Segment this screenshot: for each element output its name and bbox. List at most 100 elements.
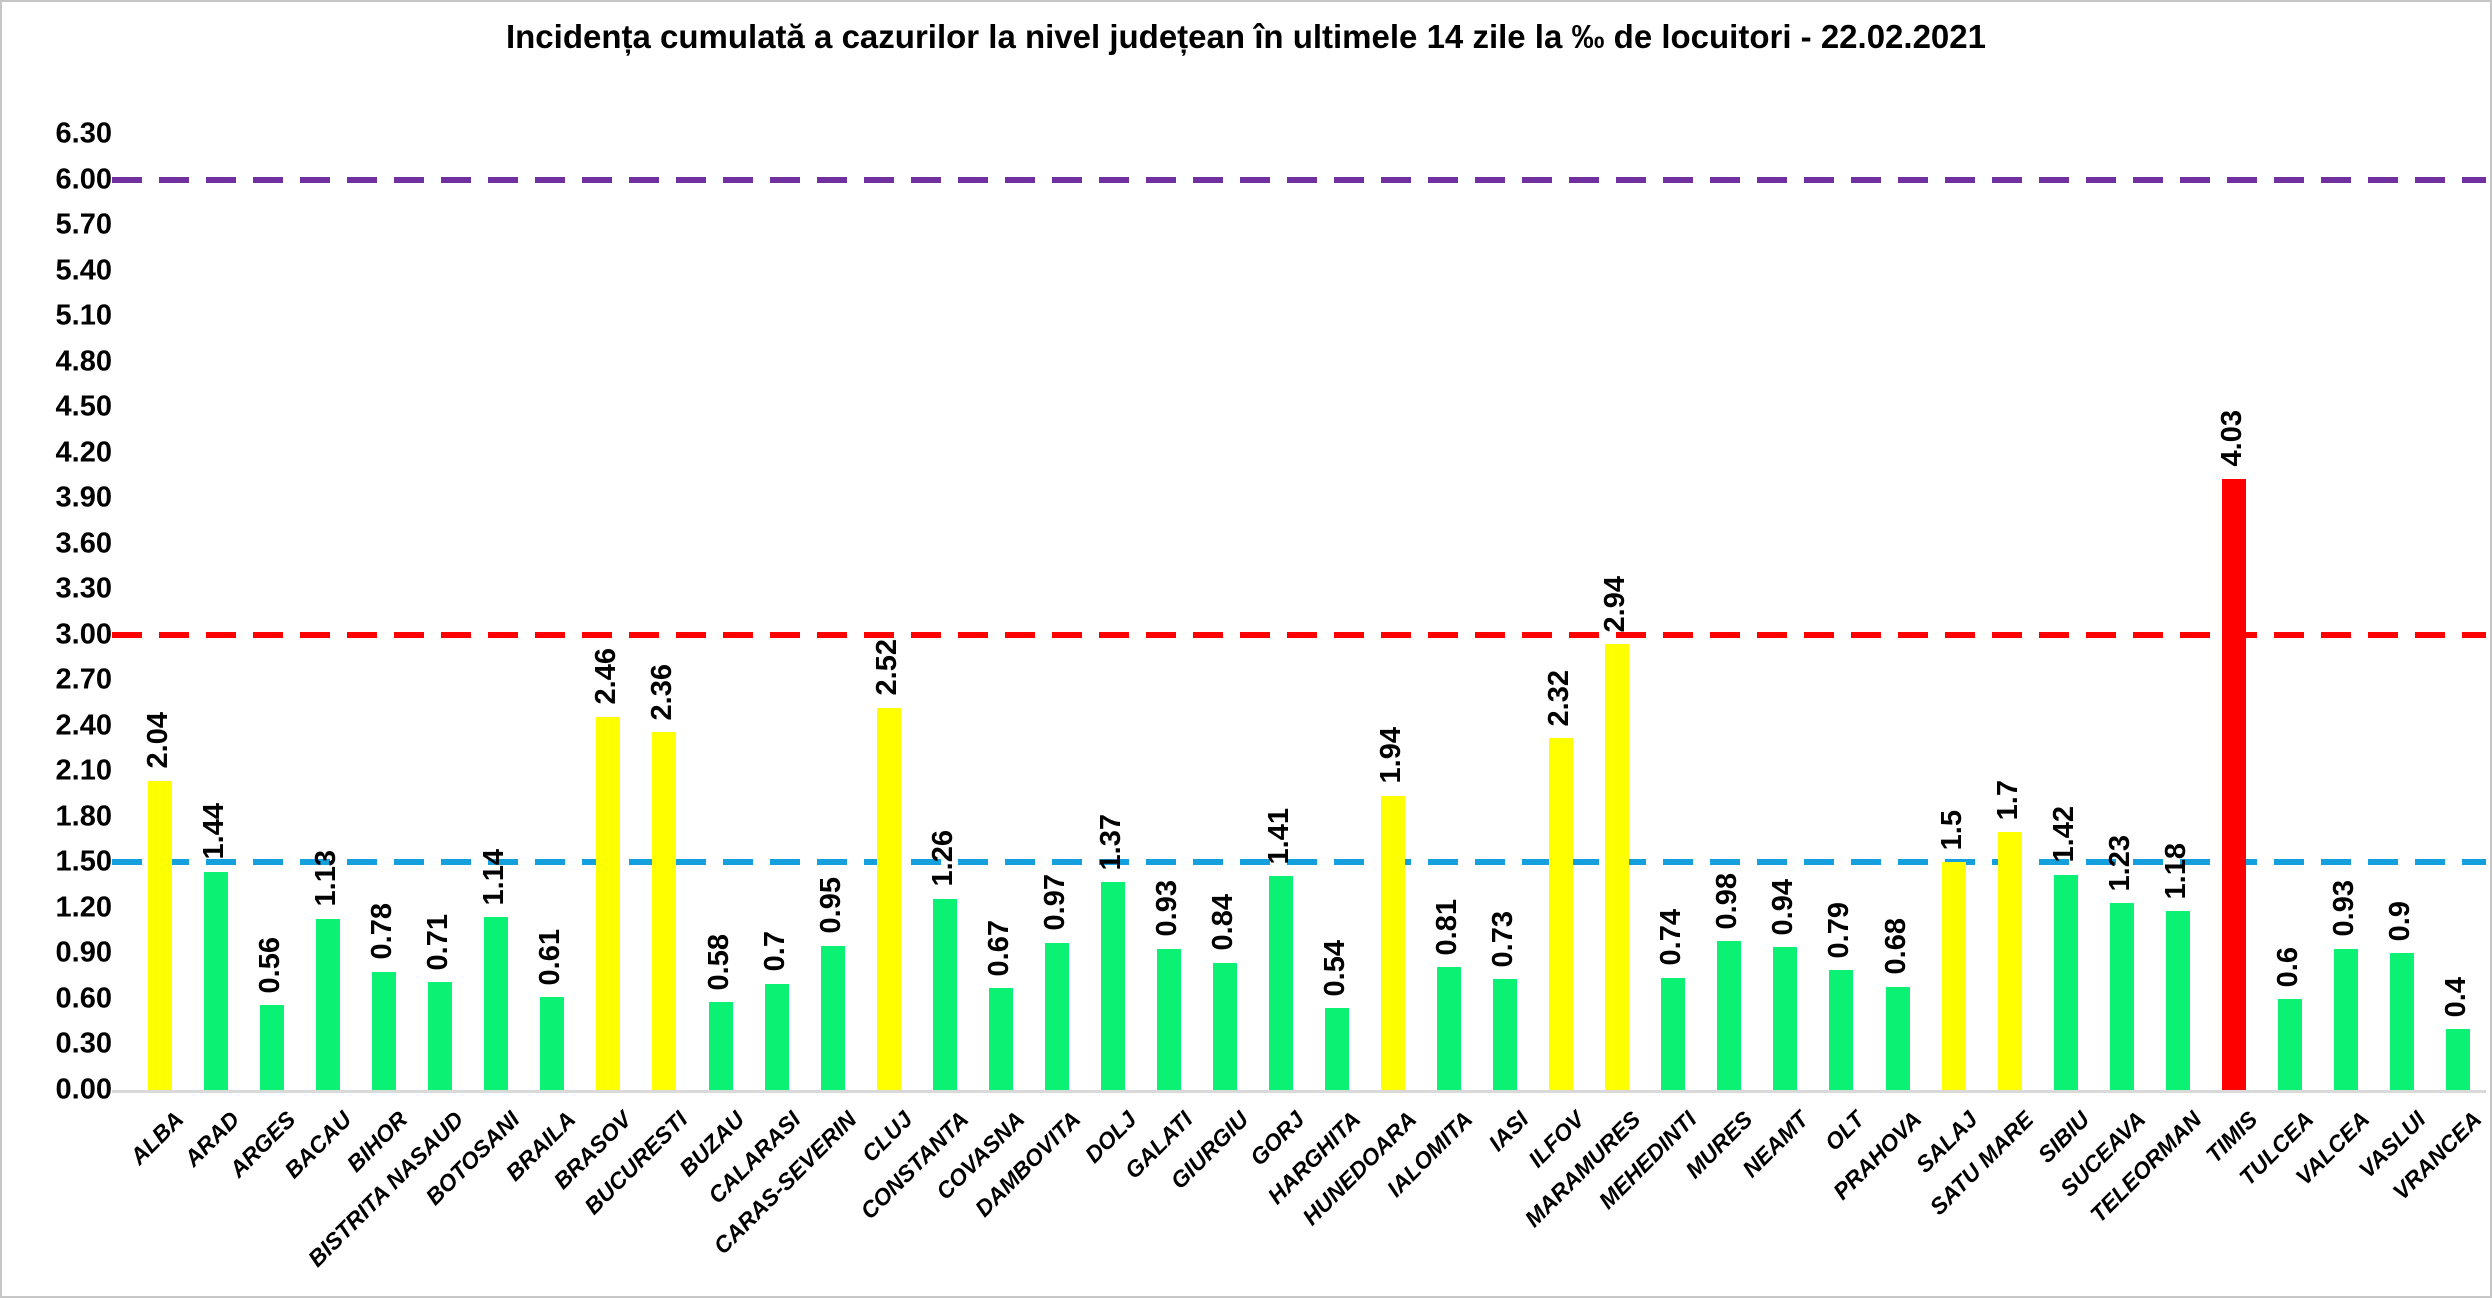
bar-value-label: 0.6 bbox=[2271, 946, 2304, 987]
bar-value-label: 1.7 bbox=[1991, 779, 2024, 821]
bar-prahova bbox=[1885, 986, 1910, 1090]
bar-neamt bbox=[1773, 947, 1798, 1090]
bar-value-label: 2.36 bbox=[646, 663, 679, 720]
y-axis-tick-label: 4.50 bbox=[55, 390, 112, 423]
bar-value-label: 0.93 bbox=[2327, 880, 2360, 937]
bar-sibiu bbox=[2053, 874, 2078, 1090]
bar-value-label: 0.81 bbox=[1431, 898, 1464, 956]
bar-iasi bbox=[1493, 979, 1518, 1090]
bar-buzau bbox=[708, 1002, 733, 1090]
bar-value-label: 0.74 bbox=[1655, 909, 1688, 966]
bar-satu-mare bbox=[1997, 832, 2022, 1090]
chart-title: Incidența cumulată a cazurilor la nivel … bbox=[505, 18, 1986, 55]
bar-value-label: 0.54 bbox=[1319, 939, 1352, 997]
bar-braila bbox=[540, 997, 565, 1090]
bar-value-label: 1.26 bbox=[926, 830, 959, 887]
bar-value-label: 2.94 bbox=[1599, 575, 1632, 633]
bar-ialomita bbox=[1437, 967, 1462, 1090]
bar-hunedoara bbox=[1381, 795, 1406, 1090]
bar-olt bbox=[1829, 970, 1854, 1090]
y-axis-tick-label: 5.40 bbox=[55, 254, 112, 287]
bar-mures bbox=[1717, 941, 1742, 1090]
y-axis-tick-label: 1.20 bbox=[55, 891, 112, 924]
bar-value-label: 1.13 bbox=[310, 850, 343, 907]
bar-timis bbox=[2221, 478, 2246, 1090]
bar-value-label: 0.95 bbox=[814, 877, 847, 934]
y-axis-tick-label: 6.00 bbox=[55, 163, 112, 196]
bar-value-label: 2.04 bbox=[142, 712, 175, 769]
bar-value-label: 1.18 bbox=[2159, 842, 2192, 899]
bar-value-label: 0.98 bbox=[1711, 872, 1744, 930]
y-axis-tick-label: 5.10 bbox=[55, 299, 112, 332]
bar-value-label: 1.41 bbox=[1262, 807, 1295, 865]
bar-value-label: 1.94 bbox=[1375, 727, 1408, 784]
bar-value-label: 0.56 bbox=[254, 936, 287, 994]
bar-botosani bbox=[484, 917, 509, 1090]
bar-value-label: 0.58 bbox=[702, 933, 735, 991]
bar-value-label: 2.46 bbox=[590, 648, 623, 705]
bar-value-label: 1.14 bbox=[478, 848, 511, 906]
reference-line-1.5 bbox=[112, 859, 2486, 866]
bar-galati bbox=[1156, 948, 1181, 1090]
bar-brasov bbox=[596, 716, 621, 1090]
bar-bacau bbox=[316, 918, 341, 1090]
y-axis-tick-label: 6.30 bbox=[55, 117, 112, 150]
bar-salaj bbox=[1941, 862, 1966, 1090]
bar-cluj bbox=[876, 707, 901, 1090]
bar-arges bbox=[260, 1005, 285, 1090]
bar-value-label: 2.32 bbox=[1543, 669, 1576, 727]
bar-value-label: 1.37 bbox=[1094, 813, 1127, 871]
bar-teleorman bbox=[2165, 910, 2190, 1090]
bar-ilfov bbox=[1549, 738, 1574, 1090]
bar-value-label: 0.68 bbox=[1879, 918, 1912, 975]
bar-value-label: 0.67 bbox=[982, 919, 1015, 977]
y-axis-tick-label: 0.30 bbox=[55, 1027, 112, 1060]
bar-value-label: 4.03 bbox=[2215, 410, 2248, 467]
reference-line-3 bbox=[112, 631, 2486, 638]
y-axis-tick-label: 5.70 bbox=[55, 208, 112, 241]
y-axis-tick-label: 3.60 bbox=[55, 527, 112, 560]
x-axis-line bbox=[112, 1090, 2486, 1093]
bar-tulcea bbox=[2277, 998, 2302, 1090]
bar-value-label: 0.73 bbox=[1487, 910, 1520, 968]
y-axis-tick-label: 2.10 bbox=[55, 754, 112, 787]
bar-value-label: 0.78 bbox=[366, 903, 399, 960]
y-axis-tick-label: 3.30 bbox=[55, 572, 112, 605]
y-axis-tick-label: 2.40 bbox=[55, 709, 112, 742]
bar-bihor bbox=[372, 971, 397, 1090]
y-axis-tick-label: 4.20 bbox=[55, 436, 112, 469]
bar-harghita bbox=[1325, 1008, 1350, 1090]
y-axis-tick-label: 2.70 bbox=[55, 663, 112, 696]
y-axis-tick-label: 0.90 bbox=[55, 936, 112, 969]
bar-calarasi bbox=[764, 983, 789, 1090]
bar-suceava bbox=[2109, 903, 2134, 1090]
bar-dambovita bbox=[1044, 942, 1069, 1090]
bar-alba bbox=[148, 780, 173, 1090]
bar-value-label: 0.9 bbox=[2383, 901, 2416, 942]
y-axis-tick-label: 1.50 bbox=[55, 845, 112, 878]
bar-value-label: 1.5 bbox=[1935, 810, 1968, 851]
bar-value-label: 0.97 bbox=[1038, 874, 1071, 931]
bar-gorj bbox=[1268, 876, 1293, 1090]
y-axis-tick-label: 0.60 bbox=[55, 982, 112, 1015]
bar-value-label: 2.52 bbox=[870, 639, 903, 696]
bar-vaslui bbox=[2389, 953, 2414, 1090]
y-axis-tick-label: 0.00 bbox=[55, 1073, 112, 1106]
bar-value-label: 0.61 bbox=[534, 929, 567, 986]
bar-value-label: 0.94 bbox=[1767, 878, 1800, 936]
bar-value-label: 1.23 bbox=[2103, 834, 2136, 892]
bar-value-label: 0.93 bbox=[1150, 880, 1183, 937]
bar-value-label: 0.7 bbox=[758, 931, 791, 972]
bar-value-label: 0.84 bbox=[1206, 894, 1239, 951]
bar-covasna bbox=[988, 988, 1013, 1090]
bar-dolj bbox=[1100, 882, 1125, 1090]
bar-mehedinti bbox=[1661, 977, 1686, 1090]
bar-bucuresti bbox=[652, 731, 677, 1090]
bar-value-label: 1.42 bbox=[2047, 806, 2080, 863]
bar-valcea bbox=[2333, 948, 2358, 1090]
y-axis-tick-label: 4.80 bbox=[55, 345, 112, 378]
bar-maramures bbox=[1605, 644, 1630, 1090]
bar-giurgiu bbox=[1212, 962, 1237, 1090]
bar-value-label: 0.4 bbox=[2439, 977, 2472, 1018]
